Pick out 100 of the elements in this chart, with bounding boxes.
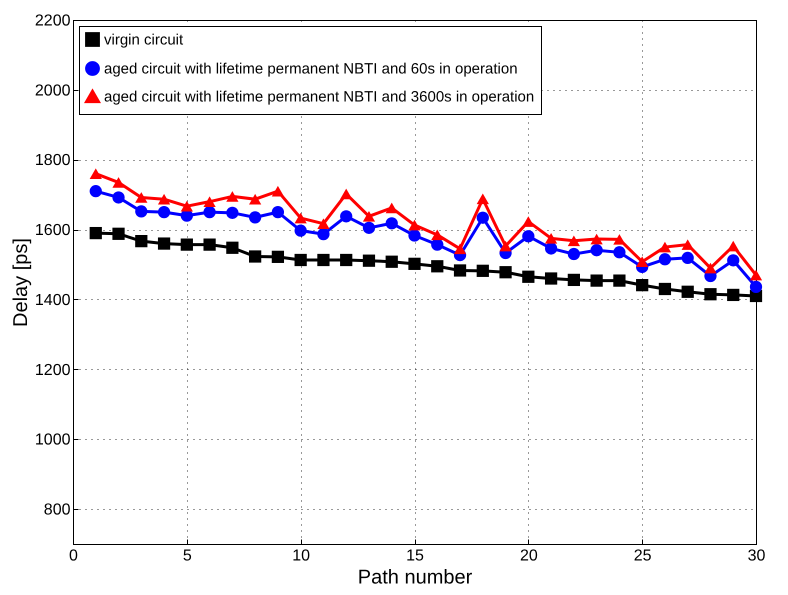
point [590,234,603,244]
point [203,196,216,207]
x-tick-label: 10 [292,548,310,564]
point [568,235,580,246]
x-tick-label: 20 [520,548,538,564]
x-tick-label: 15 [406,548,424,564]
point [317,254,330,266]
point [112,228,125,240]
point [249,194,262,205]
legend-label: virgin circuit [104,32,184,48]
legend-label: aged circuit with lifetime permanent NBTI and 60s in operation [104,60,518,78]
point [362,254,376,267]
point [180,200,193,212]
point [431,230,444,240]
point [613,246,626,258]
point [158,206,170,218]
point [226,206,238,219]
point [636,256,648,268]
point [658,282,672,296]
point [499,240,512,252]
point [158,194,170,205]
point [386,202,398,214]
point [431,260,444,272]
point [476,194,489,204]
point [317,228,330,240]
point [750,280,762,294]
point [727,254,740,266]
point [704,288,717,300]
x-tick-label: 0 [69,548,78,564]
point [90,168,102,180]
point [613,234,626,245]
point [386,217,398,230]
point [90,226,102,240]
point [476,264,489,277]
point [454,264,466,277]
point [454,244,466,254]
point [226,191,238,202]
point [272,186,284,196]
point [112,191,125,204]
x-tick-label: 30 [748,548,766,564]
point [249,250,262,263]
point [135,192,148,203]
y-tick-label: 1000 [34,432,71,449]
point [135,205,148,218]
point [112,177,125,188]
point [568,248,580,260]
point [203,206,216,218]
point [499,266,512,278]
point [658,253,672,266]
x-tick-label: 25 [634,548,652,564]
point [682,239,694,250]
point [522,270,534,283]
point [340,188,352,200]
point [135,235,148,248]
y-axis-title: Delay [ps] [10,238,32,327]
point [272,250,284,263]
point [522,216,534,227]
y-tick-label: 2000 [34,82,71,100]
point [340,210,352,222]
point [386,256,398,268]
point [658,242,672,252]
point [727,240,740,252]
point [340,254,352,266]
y-tick-label: 800 [44,502,71,519]
point [362,211,376,222]
point [408,229,421,242]
point [158,237,170,250]
point [362,222,376,234]
point [636,279,648,292]
point [704,262,717,274]
point [613,274,626,287]
y-tick-label: 1200 [34,362,71,379]
point [590,274,603,287]
point [522,230,534,242]
point [226,242,238,254]
point [682,252,694,264]
x-axis-title: Path number [358,566,473,588]
point [317,218,330,229]
point [476,212,489,224]
point [180,238,193,251]
x-tick-label: 5 [182,548,192,564]
point [544,272,558,285]
point [90,185,102,198]
point [431,238,444,251]
point [544,233,558,244]
point [408,258,421,270]
point [408,220,421,230]
point [249,211,262,224]
y-tick-label: 1400 [34,292,71,309]
y-tick-label: 2200 [34,12,71,30]
point [203,238,216,251]
point [272,206,284,218]
point [294,254,307,266]
legend-label: aged circuit with lifetime permanent NBTI and 3600s in operation [104,88,534,106]
y-tick-label: 1800 [34,152,71,170]
point [750,270,762,280]
point [294,224,307,237]
point [544,242,558,255]
y-tick-label: 1600 [34,222,71,240]
point [294,212,307,224]
